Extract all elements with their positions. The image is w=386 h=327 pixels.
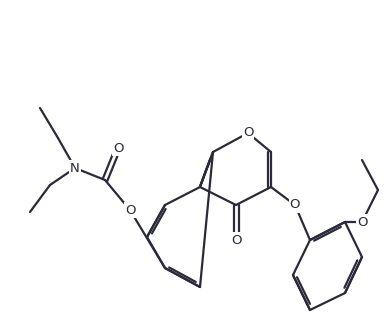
Text: O: O (290, 198, 300, 212)
Text: O: O (231, 233, 241, 247)
Text: N: N (70, 162, 80, 175)
Text: O: O (357, 215, 367, 229)
Text: O: O (125, 203, 135, 216)
Text: O: O (113, 142, 123, 154)
Text: O: O (243, 127, 253, 140)
